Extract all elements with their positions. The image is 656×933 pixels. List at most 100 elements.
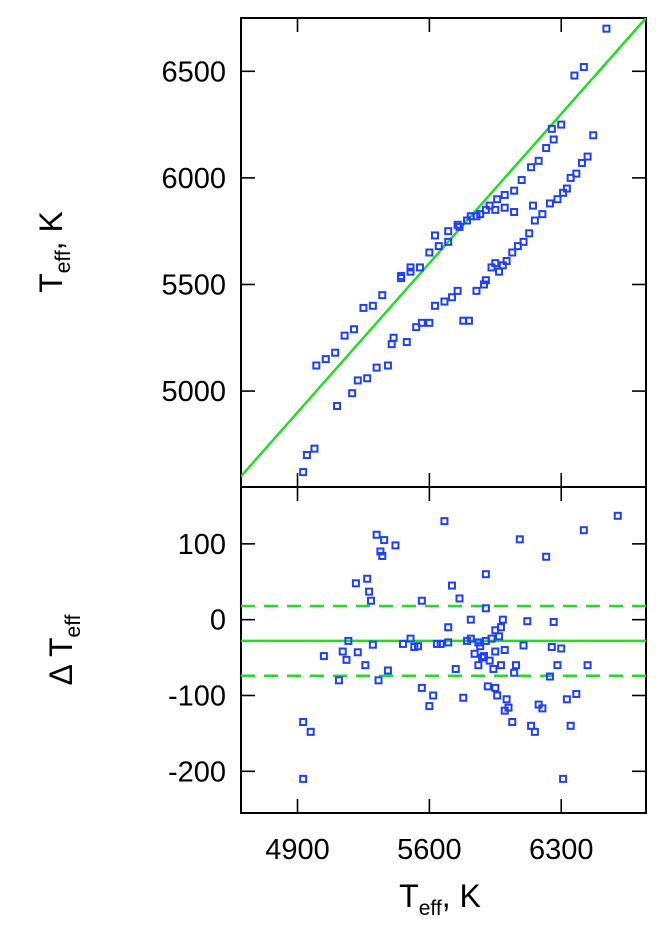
top-data-point xyxy=(333,401,342,410)
bottom-data-point xyxy=(378,551,387,560)
bottom-data-point xyxy=(538,704,547,713)
bottom-data-point xyxy=(481,604,490,613)
top-data-point xyxy=(387,340,396,349)
x-axis-title-sub: eff xyxy=(419,897,442,920)
top-data-point xyxy=(368,301,377,310)
bottom-data-point xyxy=(566,721,575,730)
top-data-point xyxy=(557,120,566,129)
top-data-point xyxy=(583,152,592,161)
bottom-data-point xyxy=(496,661,505,670)
top-data-point xyxy=(359,303,368,312)
bottom-data-point xyxy=(500,646,509,654)
top-data-point xyxy=(579,63,588,72)
top-data-point xyxy=(415,263,424,272)
bottom-y-axis-title-main: Δ T xyxy=(43,637,79,685)
bottom-data-point xyxy=(440,517,449,526)
x-axis-title-main: T xyxy=(399,878,419,914)
top-data-point xyxy=(502,257,511,266)
bottom-data-point xyxy=(572,689,581,698)
bottom-data-point xyxy=(476,642,485,651)
bottom-data-point xyxy=(363,574,372,583)
top-data-point xyxy=(434,242,443,251)
bottom-data-point xyxy=(504,703,513,712)
top-data-point xyxy=(481,276,490,285)
bottom-data-point xyxy=(510,668,519,677)
top-data-point xyxy=(534,156,543,165)
top-data-point xyxy=(493,195,502,204)
top-data-point xyxy=(340,331,349,340)
bottom-data-points xyxy=(299,511,622,783)
bottom-x-tick-label: 4900 xyxy=(265,834,330,866)
top-data-point xyxy=(542,144,551,153)
bottom-data-point xyxy=(470,649,479,658)
bottom-data-point xyxy=(519,641,528,650)
top-data-point xyxy=(566,173,575,182)
top-data-point xyxy=(508,248,517,257)
top-y-axis-title: Teff, K xyxy=(33,211,75,293)
bottom-data-point xyxy=(361,661,370,670)
bottom-data-point xyxy=(459,693,468,702)
bottom-data-point xyxy=(319,652,328,661)
top-data-point xyxy=(389,333,398,342)
bottom-data-point xyxy=(481,636,490,645)
top-data-point xyxy=(372,363,381,372)
top-data-point xyxy=(431,301,440,310)
bottom-data-point xyxy=(542,552,551,561)
bottom-data-point xyxy=(557,644,566,653)
top-data-point xyxy=(545,199,554,208)
one-to-one-line xyxy=(241,18,646,478)
top-data-point xyxy=(412,323,421,332)
bottom-data-point xyxy=(368,640,377,649)
top-data-point xyxy=(312,361,321,370)
top-x-ticks xyxy=(296,18,563,487)
bottom-data-point xyxy=(583,661,592,670)
bottom-data-point xyxy=(444,623,453,632)
bottom-y-axis-title-sub: eff xyxy=(62,614,85,637)
bottom-data-point xyxy=(466,615,475,624)
top-data-point xyxy=(562,184,571,193)
top-data-point xyxy=(589,131,598,140)
top-data-point xyxy=(444,227,453,236)
top-data-point xyxy=(321,355,330,364)
top-data-point xyxy=(513,242,522,251)
bottom-data-point xyxy=(436,639,445,648)
top-data-point xyxy=(417,318,426,327)
bottom-data-point xyxy=(306,727,315,736)
bottom-data-point xyxy=(372,530,381,539)
top-data-point xyxy=(302,451,311,460)
top-data-point xyxy=(572,169,581,178)
top-data-point xyxy=(480,280,488,289)
top-data-point xyxy=(363,374,372,383)
x-axis-title: Teff, K xyxy=(399,878,481,920)
top-data-point xyxy=(350,325,359,334)
top-data-point xyxy=(491,205,500,214)
top-data-point xyxy=(440,297,449,306)
bottom-data-point xyxy=(351,579,360,588)
bottom-x-tick-label: 5600 xyxy=(397,834,462,866)
top-y-tick-label: 6500 xyxy=(161,56,226,88)
top-data-point xyxy=(495,267,504,276)
bottom-data-point xyxy=(429,691,438,700)
bottom-data-point xyxy=(466,634,475,643)
bottom-x-ticks: 4900 5600 6300 xyxy=(265,487,593,866)
top-data-point xyxy=(348,389,357,398)
top-data-point xyxy=(577,158,586,167)
top-data-point xyxy=(444,237,453,246)
bottom-data-point xyxy=(376,547,385,556)
top-data-point xyxy=(453,220,462,229)
top-y-ticks: 5000 5500 6000 6500 xyxy=(161,56,646,408)
bottom-data-point xyxy=(342,655,351,664)
top-reference-line xyxy=(241,18,646,478)
top-y-tick-label: 5000 xyxy=(161,376,226,408)
bottom-y-tick-label: 0 xyxy=(210,605,226,637)
bottom-data-point xyxy=(489,664,498,673)
top-data-point xyxy=(602,24,611,33)
bottom-data-point xyxy=(391,541,400,550)
top-data-point xyxy=(549,135,558,144)
bottom-data-point xyxy=(414,642,423,651)
bottom-y-tick-label: 100 xyxy=(178,529,226,561)
bottom-data-point xyxy=(545,672,554,681)
bottom-data-point xyxy=(498,615,507,624)
bottom-data-point xyxy=(444,638,453,647)
